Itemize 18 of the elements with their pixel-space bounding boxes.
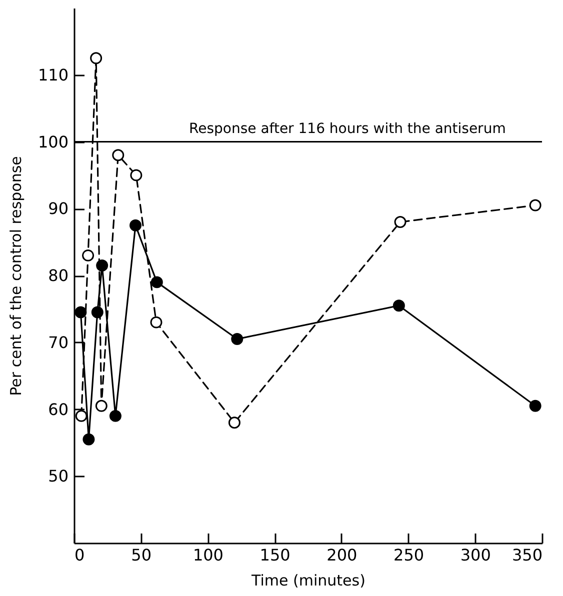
y-tick-label: 110 (38, 65, 68, 84)
y-tick-label: 70 (48, 332, 68, 352)
y-tick-label: 100 (38, 132, 68, 152)
ref-line-label: Response after 116 hours with the antiserum (189, 120, 506, 137)
y-axis-title: Per cent of the control response (6, 156, 25, 396)
x-tick-label: 200 (326, 546, 358, 564)
x-tick-label: 350 (512, 546, 542, 564)
x-axis-title: Time (minutes) (250, 572, 366, 590)
x-tick-label: 300 (460, 546, 491, 564)
y-tick-label: 80 (48, 266, 68, 285)
x-tick-label: 0 (74, 546, 85, 564)
x-tick-label: 150 (260, 546, 290, 564)
y-tick-label: 90 (48, 199, 68, 218)
x-tick-label: 50 (131, 546, 152, 564)
x-tick-label: 250 (394, 546, 424, 564)
x-tick-label: 100 (192, 546, 224, 564)
y-tick-label: 60 (48, 400, 68, 419)
y-tick-label: 50 (48, 466, 68, 486)
